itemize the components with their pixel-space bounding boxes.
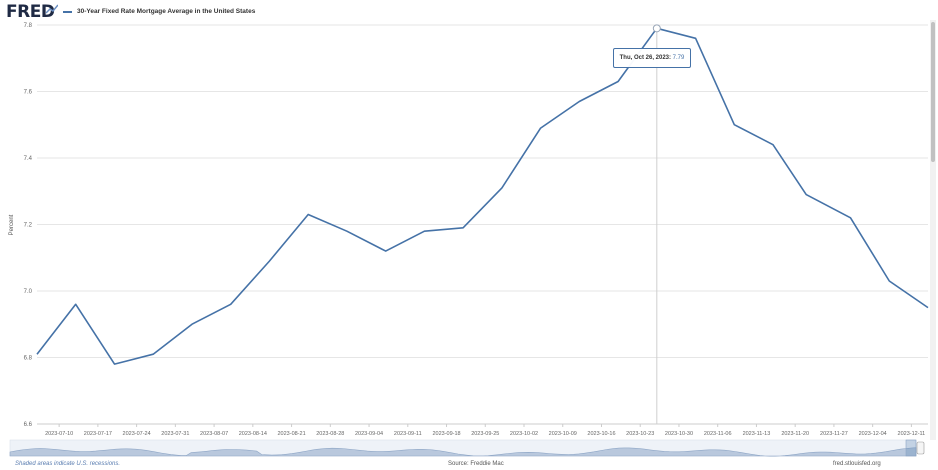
hovered-data-point[interactable]: [652, 24, 661, 33]
data-point[interactable]: [113, 363, 115, 365]
x-tick-label: 2023-08-21: [278, 431, 306, 437]
x-tick-label: 2023-08-14: [239, 431, 267, 437]
x-tick-label: 2023-10-02: [510, 431, 538, 437]
y-tick-label: 6.8: [24, 356, 33, 362]
x-tick-label: 2023-07-10: [45, 431, 73, 437]
chart-header: FRED 30-Year Fixed Rate Mortgage Average…: [0, 0, 938, 22]
navigator-series: [9, 447, 917, 457]
series-line-path[interactable]: [36, 27, 929, 365]
data-point[interactable]: [805, 193, 807, 195]
data-point[interactable]: [384, 250, 386, 252]
x-tick-label: 2023-10-16: [587, 431, 615, 437]
y-tick-label: 7.2: [24, 223, 33, 229]
tooltip-date: Thu, Oct 26, 2023:: [619, 55, 671, 61]
credit-note[interactable]: fred.stlouisfed.org: [833, 461, 881, 467]
grid-lines: [37, 24, 928, 425]
data-point[interactable]: [152, 353, 154, 355]
data-point[interactable]: [229, 303, 231, 305]
x-axis-ticks: 2023-07-10 2023-07-17 2023-07-24 2023-07-31…: [45, 424, 925, 437]
x-tick-label: 2023-07-17: [84, 431, 112, 437]
recession-note: Shaded areas indicate U.S. recessions.: [15, 461, 121, 467]
x-tick-label: 2023-09-04: [355, 431, 383, 437]
scrollbar-thumb[interactable]: [931, 22, 935, 162]
tooltip-value: 7.79: [672, 55, 685, 61]
data-point[interactable]: [578, 100, 580, 102]
y-tick-label: 7.6: [24, 90, 33, 96]
navigator-handle[interactable]: [916, 441, 925, 455]
x-tick-label: 2023-10-09: [549, 431, 577, 437]
chart-legend[interactable]: 30-Year Fixed Rate Mortgage Average in t…: [63, 8, 255, 15]
x-tick-label: 2023-12-11: [898, 431, 926, 437]
y-tick-label: 7.0: [24, 289, 33, 295]
data-point[interactable]: [268, 260, 270, 262]
x-tick-label: 2023-09-11: [394, 431, 422, 437]
legend-label: 30-Year Fixed Rate Mortgage Average in t…: [77, 8, 256, 15]
data-point[interactable]: [694, 37, 696, 39]
legend-swatch: [63, 10, 72, 13]
data-point[interactable]: [191, 323, 193, 325]
y-tick-label: 7.8: [24, 23, 33, 29]
data-point[interactable]: [423, 230, 425, 232]
x-tick-label: 2023-09-25: [471, 431, 499, 437]
x-tick-label: 2023-10-30: [665, 431, 693, 437]
x-tick-label: 2023-10-23: [626, 431, 654, 437]
x-tick-label: 2023-12-04: [859, 431, 887, 437]
y-tick-label: 6.6: [24, 422, 33, 428]
data-point[interactable]: [927, 306, 929, 308]
x-tick-label: 2023-08-07: [200, 431, 228, 437]
source-note[interactable]: Source: Freddie Mac: [448, 461, 504, 467]
x-tick-label: 2023-11-27: [820, 431, 848, 437]
navigator-selection[interactable]: [905, 439, 917, 457]
data-point[interactable]: [307, 213, 309, 215]
x-tick-label: 2023-11-20: [781, 431, 809, 437]
data-point[interactable]: [501, 187, 503, 189]
x-tick-label: 2023-07-31: [161, 431, 189, 437]
x-tick-label: 2023-08-28: [316, 431, 344, 437]
series-line: [36, 24, 929, 365]
data-point[interactable]: [75, 303, 77, 305]
x-tick-label: 2023-07-24: [123, 431, 151, 437]
fred-logo-chart-icon: [46, 4, 58, 14]
y-tick-label: 7.4: [24, 156, 33, 162]
data-point[interactable]: [849, 217, 851, 219]
x-tick-label: 2023-11-06: [704, 431, 732, 437]
data-point[interactable]: [888, 280, 890, 282]
y-axis-ticks: 6.6 6.8 7.0 7.2 7.4 7.6 7.8: [24, 23, 33, 428]
x-tick-label: 2023-09-18: [432, 431, 460, 437]
data-point[interactable]: [36, 353, 38, 355]
x-tick-label: 2023-11-13: [743, 431, 771, 437]
range-navigator: [9, 439, 925, 457]
page-scrollbar[interactable]: [930, 20, 936, 440]
data-point[interactable]: [772, 144, 774, 146]
data-tooltip: Thu, Oct 26, 2023: 7.79: [613, 48, 691, 68]
data-point[interactable]: [539, 127, 541, 129]
data-point[interactable]: [346, 230, 348, 232]
data-point[interactable]: [617, 80, 619, 82]
fred-logo[interactable]: FRED: [6, 2, 55, 22]
y-axis-label: Percent: [9, 214, 15, 235]
data-point[interactable]: [733, 124, 735, 126]
data-point[interactable]: [462, 227, 464, 229]
